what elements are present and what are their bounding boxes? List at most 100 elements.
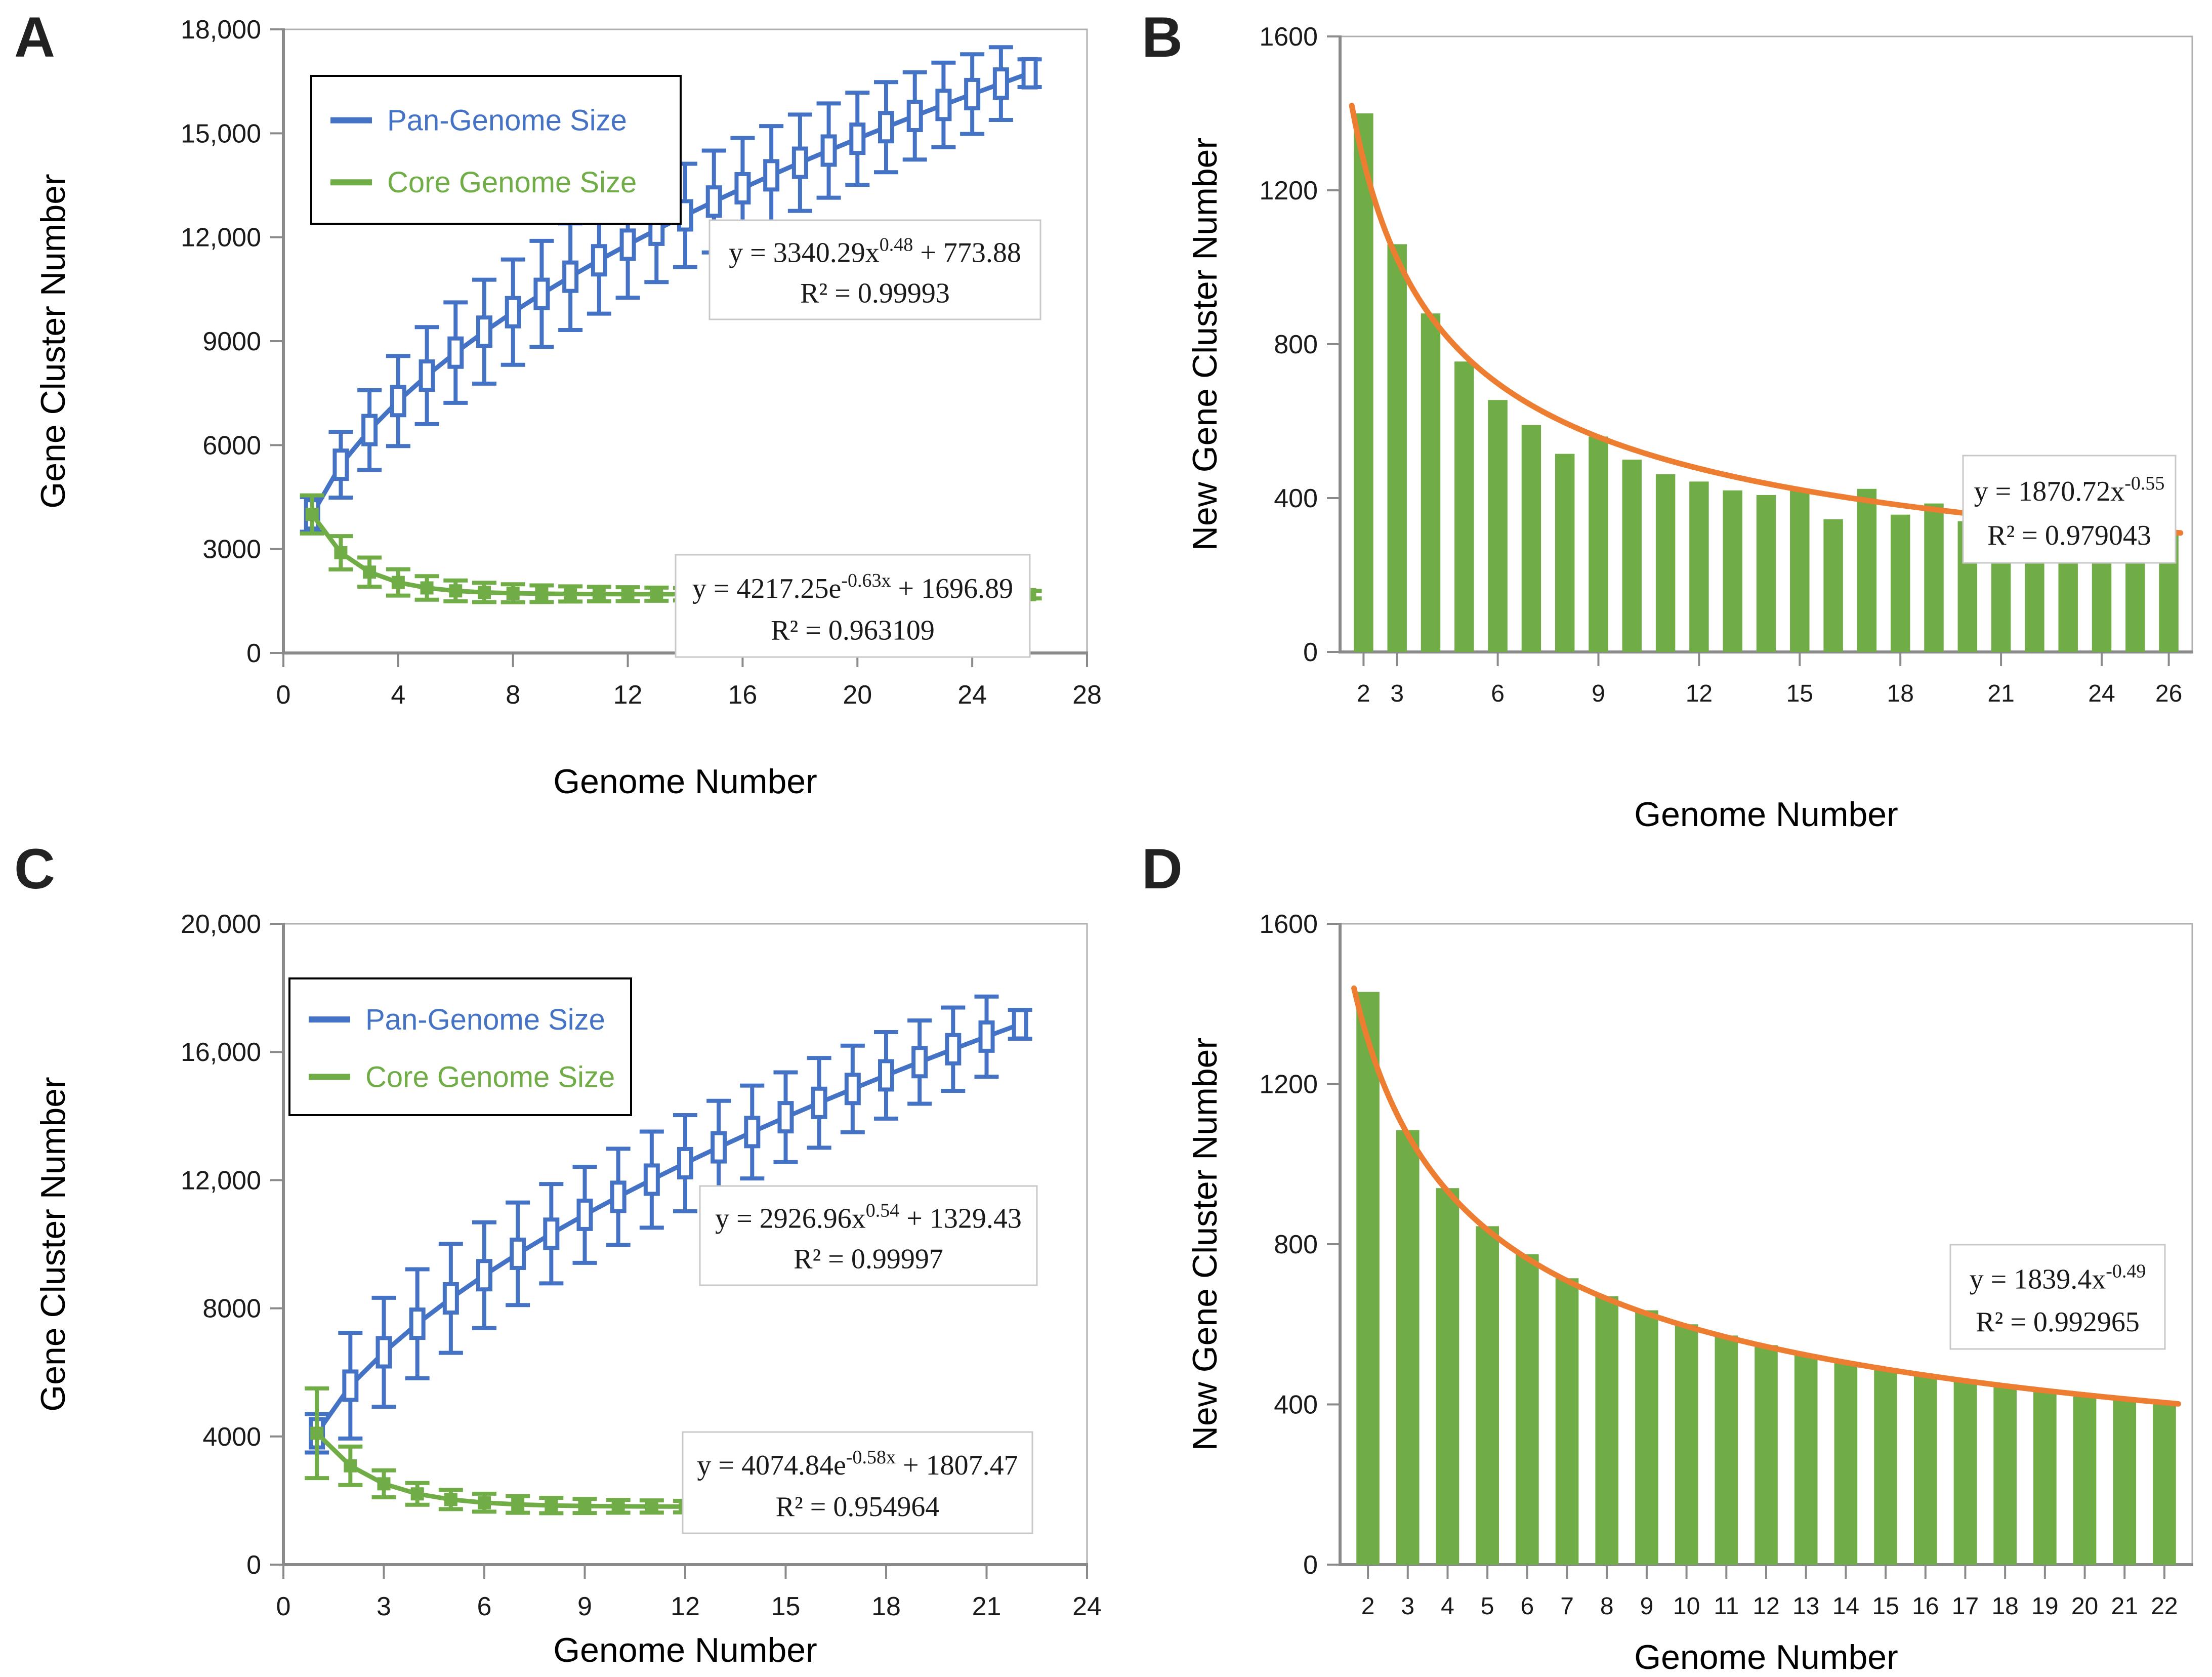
svg-text:4: 4 [1441, 1593, 1454, 1620]
svg-text:12: 12 [613, 680, 643, 710]
svg-text:20,000: 20,000 [181, 910, 261, 939]
svg-text:Pan-Genome Size: Pan-Genome Size [365, 1003, 605, 1036]
svg-text:18: 18 [871, 1592, 901, 1621]
svg-text:8000: 8000 [202, 1294, 261, 1324]
svg-text:7: 7 [1560, 1593, 1574, 1620]
panel-letter-a: A [14, 6, 55, 69]
svg-text:16,000: 16,000 [181, 1038, 261, 1067]
svg-text:3: 3 [377, 1592, 391, 1621]
svg-text:3000: 3000 [202, 535, 261, 564]
svg-text:800: 800 [1274, 330, 1318, 359]
svg-text:y = 4074.84e-0.58x + 1807.47: y = 4074.84e-0.58x + 1807.47 [697, 1447, 1018, 1481]
svg-text:24: 24 [957, 680, 987, 710]
svg-text:y = 2926.96x0.54 + 1329.43: y = 2926.96x0.54 + 1329.43 [715, 1200, 1022, 1234]
line-chart-c: 0 4000 8000 12,000 16,000 20,000 0 3 6 9 12 15 18 21 2… [181, 910, 1102, 1621]
svg-text:14: 14 [1832, 1593, 1859, 1620]
panel-letter-d: D [1142, 837, 1183, 901]
svg-text:10: 10 [1673, 1593, 1700, 1620]
svg-text:6000: 6000 [202, 431, 261, 460]
svg-text:9: 9 [1592, 680, 1605, 707]
svg-text:12,000: 12,000 [181, 1166, 261, 1195]
svg-text:9: 9 [1640, 1593, 1654, 1620]
svg-text:y = 3340.29x0.48 + 773.88: y = 3340.29x0.48 + 773.88 [729, 234, 1021, 268]
panel-pan-core-chart-a: 0 3000 6000 9000 12,000 15,000 18,000 0 4 8 12 16 20… [0, 0, 1106, 832]
svg-text:6: 6 [1520, 1593, 1534, 1620]
svg-text:4: 4 [391, 680, 405, 710]
svg-text:1200: 1200 [1259, 176, 1318, 206]
svg-text:R² = 0.963109: R² = 0.963109 [771, 615, 935, 646]
svg-text:18: 18 [1991, 1593, 2018, 1620]
svg-text:9000: 9000 [202, 327, 261, 356]
svg-text:19: 19 [2031, 1593, 2058, 1620]
svg-text:8: 8 [506, 680, 520, 710]
svg-text:6: 6 [1491, 680, 1505, 707]
svg-text:y = 1839.4x-0.49: y = 1839.4x-0.49 [1970, 1261, 2146, 1295]
svg-text:R² = 0.979043: R² = 0.979043 [1987, 520, 2151, 551]
y-axis-title-c: Gene Cluster Number [34, 1077, 72, 1412]
x-axis-title-d: Genome Number [1634, 1638, 1898, 1676]
svg-text:12: 12 [671, 1592, 700, 1621]
svg-text:17: 17 [1952, 1593, 1979, 1620]
svg-text:20: 20 [2071, 1593, 2098, 1620]
y-axis-title-d: New Gene Cluster Number [1186, 1037, 1224, 1451]
svg-text:R² = 0.99997: R² = 0.99997 [794, 1244, 943, 1275]
svg-text:0: 0 [1303, 1550, 1318, 1580]
svg-text:20: 20 [843, 680, 872, 710]
svg-text:18: 18 [1887, 680, 1914, 707]
svg-text:1600: 1600 [1259, 910, 1318, 939]
svg-text:6: 6 [477, 1592, 492, 1621]
svg-text:R² = 0.954964: R² = 0.954964 [776, 1491, 940, 1523]
svg-text:15,000: 15,000 [181, 119, 261, 148]
svg-text:12: 12 [1686, 680, 1713, 707]
x-axis-title-c: Genome Number [553, 1631, 817, 1669]
svg-text:13: 13 [1792, 1593, 1819, 1620]
svg-text:15: 15 [1872, 1593, 1899, 1620]
svg-text:16: 16 [728, 680, 758, 710]
bar-chart-d: 0 400 800 1200 1600 2 3 4 5 6 7 8 9 10 11 12 13 14 15 16 17 1… [1259, 910, 2193, 1620]
svg-text:12,000: 12,000 [181, 223, 261, 253]
svg-text:y = 4217.25e-0.63x + 1696.89: y = 4217.25e-0.63x + 1696.89 [692, 570, 1013, 604]
x-axis-title-b: Genome Number [1634, 795, 1898, 834]
svg-text:4000: 4000 [202, 1422, 261, 1452]
svg-text:R² = 0.99993: R² = 0.99993 [800, 278, 950, 309]
svg-text:28: 28 [1072, 680, 1102, 710]
svg-text:22: 22 [2151, 1593, 2178, 1620]
svg-text:1600: 1600 [1259, 22, 1318, 52]
svg-text:11: 11 [1714, 1593, 1739, 1620]
svg-text:21: 21 [2111, 1593, 2138, 1620]
svg-text:0: 0 [276, 680, 291, 710]
bar-chart-b: 0 400 800 1200 1600 2 3 6 9 12 15 18 21 24 26 y = 1870.… [1259, 22, 2193, 707]
svg-text:400: 400 [1274, 484, 1318, 513]
svg-text:Pan-Genome Size: Pan-Genome Size [387, 104, 627, 137]
svg-text:2: 2 [1357, 680, 1370, 707]
panel-new-gene-chart-b: 0 400 800 1200 1600 2 3 6 9 12 15 18 21 24 26 y = 1870.… [1106, 0, 2212, 834]
svg-text:0: 0 [246, 639, 261, 668]
svg-text:3: 3 [1401, 1593, 1414, 1620]
svg-text:8: 8 [1600, 1593, 1614, 1620]
svg-text:1200: 1200 [1259, 1070, 1318, 1099]
y-axis-title-b: New Gene Cluster Number [1186, 137, 1224, 551]
svg-text:24: 24 [2088, 680, 2115, 707]
panel-pan-core-chart-c: 0 4000 8000 12,000 16,000 20,000 0 3 6 9 12 15 18 21 2… [0, 832, 1106, 1670]
svg-text:26: 26 [2155, 680, 2182, 707]
svg-text:21: 21 [972, 1592, 1001, 1621]
svg-text:15: 15 [1786, 680, 1813, 707]
svg-text:0: 0 [276, 1592, 291, 1621]
svg-text:15: 15 [771, 1592, 801, 1621]
svg-text:0: 0 [1303, 638, 1318, 667]
x-axis-title-a: Genome Number [553, 762, 817, 801]
svg-text:5: 5 [1481, 1593, 1494, 1620]
svg-text:0: 0 [246, 1550, 261, 1580]
panel-letter-b: B [1142, 6, 1183, 69]
y-axis-title-a: Gene Cluster Number [34, 174, 72, 509]
svg-text:9: 9 [577, 1592, 592, 1621]
svg-text:800: 800 [1274, 1230, 1318, 1259]
svg-text:16: 16 [1912, 1593, 1939, 1620]
svg-text:21: 21 [1987, 680, 2014, 707]
svg-text:12: 12 [1752, 1593, 1779, 1620]
svg-text:400: 400 [1274, 1390, 1318, 1420]
svg-text:Core Genome Size: Core Genome Size [365, 1060, 615, 1093]
svg-text:18,000: 18,000 [181, 15, 261, 45]
line-chart-a: 0 3000 6000 9000 12,000 15,000 18,000 0 4 8 12 16 20… [181, 15, 1102, 710]
svg-text:24: 24 [1072, 1592, 1102, 1621]
